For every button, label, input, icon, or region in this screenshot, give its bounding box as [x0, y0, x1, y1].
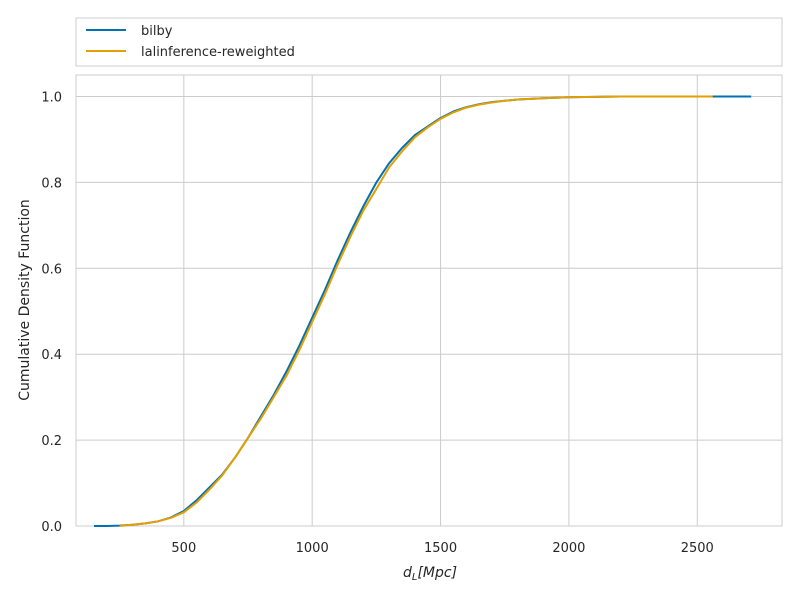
y-tick-label: 0.4 [41, 348, 62, 363]
x-axis-label-main: d [403, 565, 412, 581]
series-lines [94, 95, 752, 527]
series-line-lalinference-reweighted [119, 95, 713, 527]
plot-area: 500 1000 1500 2000 2500 0.0 0.2 0.4 0.6 0.8 1.0 [41, 74, 783, 556]
legend-label-lalinference-reweighted: lalinference-reweighted [141, 45, 295, 60]
x-axis-label: dL[Mpc] [403, 565, 457, 583]
y-tick-label: 0.0 [41, 520, 62, 535]
y-tick-label: 0.2 [41, 434, 62, 449]
y-tick-label: 1.0 [41, 90, 62, 105]
y-tick-label: 0.6 [41, 262, 62, 277]
legend-frame [75, 17, 783, 67]
y-axis-label: Cumulative Density Function [17, 199, 33, 401]
x-tick-label: 500 [171, 541, 196, 556]
grid-lines [76, 75, 782, 527]
legend: bilby lalinference-reweighted [75, 17, 783, 67]
x-tick-label: 2000 [552, 541, 585, 556]
legend-label-bilby: bilby [141, 24, 173, 39]
x-axis-label-rest: [Mpc] [417, 565, 457, 581]
y-tick-labels: 0.0 0.2 0.4 0.6 0.8 1.0 [41, 90, 62, 535]
plot-frame [75, 74, 783, 527]
x-axis-label-sub: L [412, 572, 418, 583]
x-tick-label: 1000 [296, 541, 329, 556]
x-tick-labels: 500 1000 1500 2000 2500 [171, 541, 713, 556]
x-tick-label: 1500 [424, 541, 457, 556]
x-tick-label: 2500 [681, 541, 714, 556]
y-tick-label: 0.8 [41, 176, 62, 191]
